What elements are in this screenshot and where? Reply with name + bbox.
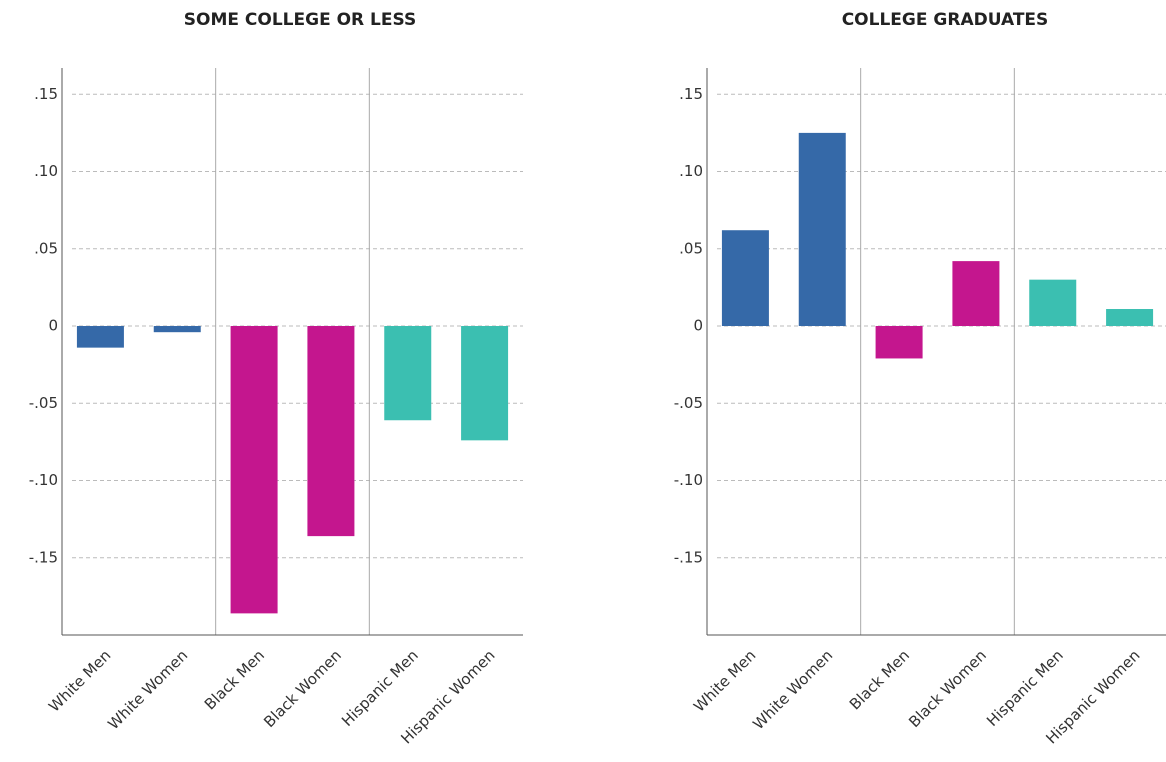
bar bbox=[461, 326, 509, 441]
bar bbox=[875, 326, 923, 359]
y-tick-label: .15 bbox=[679, 85, 703, 103]
y-tick-label: -.15 bbox=[674, 548, 703, 566]
y-tick-label: 0 bbox=[48, 317, 58, 335]
x-tick-label: White Men bbox=[45, 646, 114, 715]
x-tick-label: Hispanic Men bbox=[338, 646, 422, 730]
y-tick-label: -.05 bbox=[674, 394, 703, 412]
x-tick-label: Black Women bbox=[905, 646, 990, 731]
bar bbox=[1029, 279, 1077, 327]
bar bbox=[230, 326, 278, 614]
y-tick-label: 0 bbox=[693, 317, 703, 335]
bar bbox=[153, 326, 201, 333]
bar bbox=[76, 326, 124, 348]
bar bbox=[721, 230, 769, 327]
bar bbox=[384, 326, 432, 421]
y-tick-label: -.10 bbox=[674, 471, 703, 489]
x-tick-label: Hispanic Men bbox=[983, 646, 1067, 730]
y-tick-label: .05 bbox=[34, 239, 58, 257]
bar bbox=[798, 132, 846, 327]
x-tick-label: Black Women bbox=[260, 646, 345, 731]
y-tick-label: -.10 bbox=[29, 471, 58, 489]
bar bbox=[1106, 309, 1154, 327]
y-tick-label: .10 bbox=[34, 162, 58, 180]
x-tick-label: Black Men bbox=[201, 646, 268, 713]
y-tick-label: .15 bbox=[34, 85, 58, 103]
y-tick-label: -.15 bbox=[29, 548, 58, 566]
x-tick-label: White Women bbox=[104, 646, 191, 733]
y-tick-label: .05 bbox=[679, 239, 703, 257]
bar bbox=[952, 261, 1000, 327]
x-tick-label: White Women bbox=[749, 646, 836, 733]
x-tick-label: White Men bbox=[690, 646, 759, 715]
bar bbox=[307, 326, 355, 537]
chart-title: SOME COLLEGE OR LESS bbox=[184, 10, 416, 30]
chart-title: COLLEGE GRADUATES bbox=[842, 10, 1049, 30]
y-tick-label: -.05 bbox=[29, 394, 58, 412]
y-tick-label: .10 bbox=[679, 162, 703, 180]
x-tick-label: Black Men bbox=[846, 646, 913, 713]
